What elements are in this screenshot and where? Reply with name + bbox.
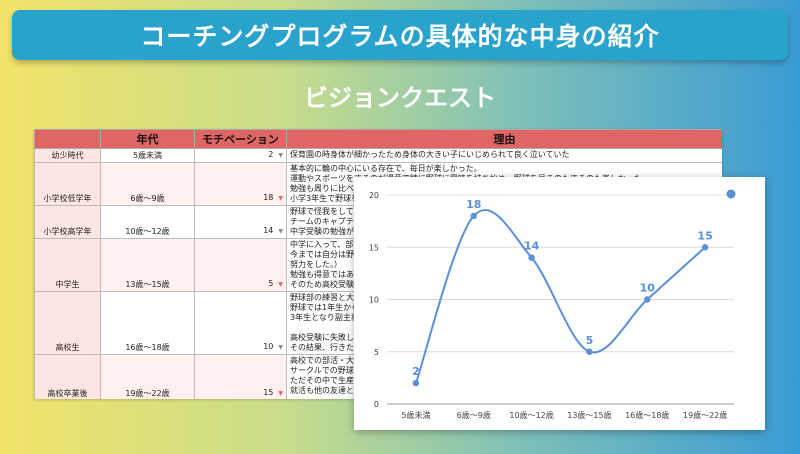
data-label: 15 xyxy=(697,229,712,242)
x-tick-label: 10歳〜12歳 xyxy=(509,410,553,420)
data-point xyxy=(470,212,477,220)
dropdown-arrow-icon[interactable]: ▼ xyxy=(278,281,283,288)
years-cell[interactable]: 16歳〜18歳 xyxy=(100,291,195,355)
years-cell[interactable]: 10歳〜12歳 xyxy=(100,205,195,239)
data-point xyxy=(528,254,535,261)
motivation-cell[interactable]: 10 ▼ xyxy=(194,291,287,355)
motivation-value: 2 xyxy=(268,150,274,159)
years-cell[interactable]: 5歳未満 xyxy=(100,148,195,163)
years-cell[interactable]: 19歳〜22歳 xyxy=(100,354,195,399)
age-cell[interactable]: 高校生 xyxy=(34,291,101,355)
y-tick-label: 15 xyxy=(369,243,379,252)
motivation-value: 15 xyxy=(263,388,274,397)
data-label: 14 xyxy=(524,240,540,253)
motivation-cell[interactable]: 14 ▼ xyxy=(194,205,287,239)
years-cell[interactable]: 6歳〜9歳 xyxy=(100,162,195,206)
dropdown-arrow-icon[interactable]: ▼ xyxy=(278,344,283,351)
data-label: 2 xyxy=(412,365,420,378)
motivation-value: 10 xyxy=(263,342,274,351)
header-blank xyxy=(34,129,101,149)
motivation-cell[interactable]: 15 ▼ xyxy=(194,354,287,399)
reason-cell[interactable]: 保育園の時身体が細かったため身体の大きい子にいじめられて良く泣いていた xyxy=(286,148,722,163)
slide-subtitle: ビジョンクエスト xyxy=(304,84,496,112)
table-header-row: 年代 モチベーション 理由 xyxy=(34,129,722,149)
motivation-value: 14 xyxy=(263,226,274,235)
age-cell[interactable]: 小学校低学年 xyxy=(34,162,101,206)
legend-marker xyxy=(726,189,736,199)
dropdown-arrow-icon[interactable]: ▼ xyxy=(278,228,283,235)
table-row: 幼少時代 5歳未満 2 ▼ 保育園の時身体が細かったため身体の大きい子にいじめられ… xyxy=(34,148,722,163)
slide-title: コーチングプログラムの具体的な中身の紹介 xyxy=(12,10,788,60)
header-motivation: モチベーション xyxy=(194,129,287,149)
x-tick-label: 6歳〜9歳 xyxy=(457,410,491,420)
motivation-value: 18 xyxy=(263,193,274,202)
motivation-value: 5 xyxy=(268,279,274,288)
line-chart: 0 5 10 15 20 5歳未満 6歳〜9歳 10歳〜12歳 13歳〜15歳 16歳〜18歳 19… xyxy=(354,177,765,430)
y-tick-label: 20 xyxy=(369,191,379,200)
y-tick-label: 10 xyxy=(369,296,379,305)
header-reason: 理由 xyxy=(286,129,722,149)
years-cell[interactable]: 13歳〜15歳 xyxy=(100,238,195,292)
chart-svg: 0 5 10 15 20 5歳未満 6歳〜9歳 10歳〜12歳 13歳〜15歳 16歳〜18歳 19… xyxy=(369,189,736,420)
x-tick-label: 19歳〜22歳 xyxy=(683,410,727,420)
data-label: 18 xyxy=(466,198,481,211)
y-tick-label: 0 xyxy=(374,400,379,409)
dropdown-arrow-icon[interactable]: ▼ xyxy=(278,390,283,397)
age-cell[interactable]: 小学校高学年 xyxy=(34,205,101,239)
y-tick-label: 5 xyxy=(374,348,379,357)
age-cell[interactable]: 高校卒業後 xyxy=(34,354,101,399)
data-point xyxy=(412,379,420,387)
age-cell[interactable]: 幼少時代 xyxy=(34,148,101,163)
data-point xyxy=(701,244,709,251)
motivation-cell[interactable]: 5 ▼ xyxy=(194,238,287,292)
data-label: 5 xyxy=(586,334,594,347)
x-tick-label: 5歳未満 xyxy=(401,410,430,420)
x-tick-label: 13歳〜15歳 xyxy=(567,410,611,420)
x-tick-label: 16歳〜18歳 xyxy=(625,410,669,420)
data-label: 10 xyxy=(640,282,656,295)
header-years: 年代 xyxy=(100,129,195,149)
motivation-cell[interactable]: 18 ▼ xyxy=(194,162,287,206)
dropdown-arrow-icon[interactable]: ▼ xyxy=(278,195,283,202)
age-cell[interactable]: 中学生 xyxy=(34,238,101,292)
dropdown-arrow-icon[interactable]: ▼ xyxy=(278,152,283,159)
series-line xyxy=(414,209,706,384)
data-point xyxy=(586,348,593,355)
motivation-cell[interactable]: 2 ▼ xyxy=(194,148,287,163)
data-point xyxy=(644,296,651,303)
